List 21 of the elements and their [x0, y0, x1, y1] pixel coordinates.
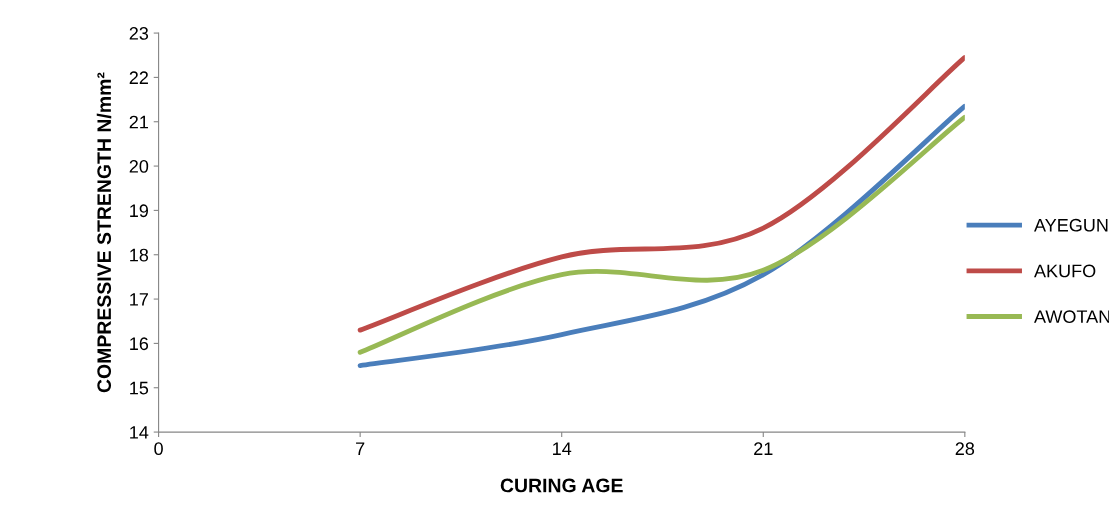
x-tick-label: 7: [356, 442, 365, 455]
legend-label: AYEGUN: [1034, 218, 1108, 232]
legend-label: AWOTAN: [1034, 310, 1109, 324]
y-axis-title: COMPRESSIVE STRENGTH N/mm²: [96, 72, 112, 393]
x-tick-label: 14: [553, 442, 572, 455]
line-series: [357, 55, 965, 333]
y-tick-label: 17: [130, 293, 148, 306]
x-tick-label: 28: [955, 442, 975, 456]
y-tick-label: 14: [130, 426, 149, 439]
y-tick-label: 18: [130, 248, 149, 262]
y-tick-label: 15: [130, 381, 149, 395]
y-tick-label: 16: [130, 337, 149, 351]
x-tick-label: 21: [754, 442, 773, 455]
x-tick-label: 0: [154, 442, 163, 456]
y-tick-label: 19: [130, 204, 149, 218]
y-tick-label: 21: [129, 115, 148, 129]
x-axis-title: CURING AGE: [500, 478, 623, 493]
y-tick-label: 20: [129, 160, 149, 173]
legend-label: AKUFO: [1034, 264, 1096, 278]
y-tick-label: 23: [129, 27, 149, 40]
y-tick-label: 22: [129, 71, 148, 84]
